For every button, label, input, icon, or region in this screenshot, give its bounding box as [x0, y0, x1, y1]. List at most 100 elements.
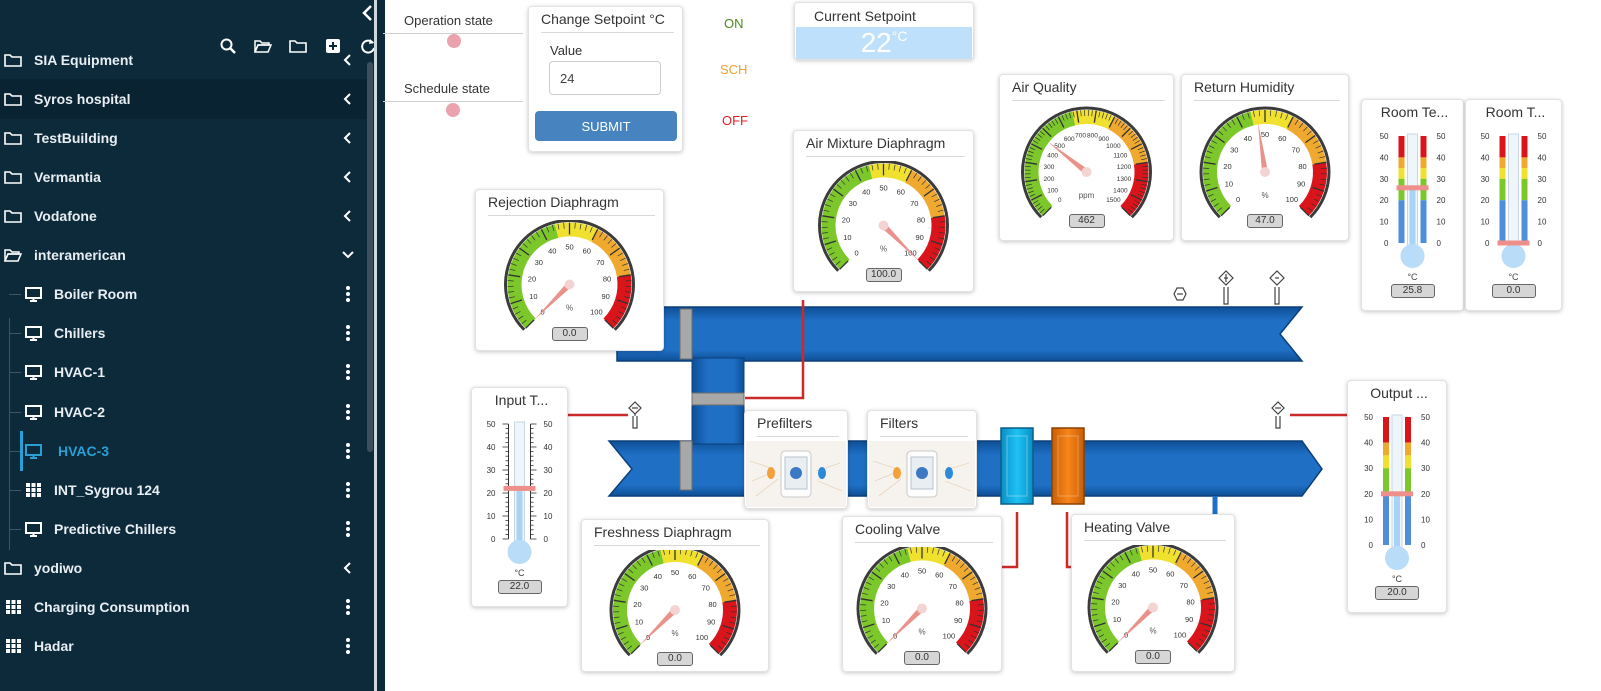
thermo-marker — [1497, 240, 1530, 246]
monitor-icon — [24, 325, 42, 341]
sidebar-item-vermantia[interactable]: Vermantia — [0, 157, 370, 197]
gauge-value: 0.0 — [657, 652, 693, 666]
thermo-tick-label: 10 — [1364, 515, 1373, 524]
thermo-tick-label: 20 — [544, 489, 553, 498]
thermo-tick-label: 0 — [1485, 239, 1490, 248]
folder-open-icon — [4, 247, 22, 263]
cooling-valve-title: Cooling Valve — [855, 521, 993, 543]
gauge-tick-label: 50 — [671, 568, 679, 577]
rejection-diaphragm-gauge: Rejection Diaphragm 01020304050607080901… — [475, 189, 664, 351]
gauge-tick-label: 10 — [1225, 180, 1233, 189]
sidebar-item-interamerican[interactable]: interamerican — [0, 235, 370, 275]
kebab-menu-icon[interactable] — [340, 441, 356, 461]
gauge-tick-label: 90 — [954, 616, 962, 625]
gauge-tick-label: 60 — [688, 572, 696, 581]
sidebar-item-chillers[interactable]: Chillers — [0, 313, 370, 353]
sidebar-item-hadar[interactable]: Hadar — [0, 626, 370, 666]
sidebar-item-hvac-1[interactable]: HVAC-1 — [0, 352, 370, 392]
gauge-hub — [1081, 167, 1092, 177]
thermo-tick-label: 10 — [1421, 515, 1430, 524]
chevron-left-icon[interactable] — [340, 89, 356, 109]
sidebar-item-syros-hospital[interactable]: Syros hospital — [0, 79, 370, 119]
gauge-band — [860, 548, 912, 653]
sidebar-item-label: yodiwo — [34, 560, 83, 576]
sidebar-item-label: Vodafone — [34, 208, 97, 224]
folder-icon[interactable] — [280, 36, 315, 56]
tree-connector — [9, 372, 21, 373]
sidebar-item-boiler-room[interactable]: Boiler Room — [0, 274, 370, 314]
sidebar-item-label: Charging Consumption — [34, 599, 190, 615]
thermo-tick-label: 20 — [1437, 196, 1446, 205]
gauge-tick-label: 900 — [1098, 136, 1109, 143]
gauge-band — [1286, 116, 1327, 165]
sidebar-item-testbuilding[interactable]: TestBuilding — [0, 118, 370, 158]
gauge-tick-label: 80 — [1298, 162, 1306, 171]
gauge-tick-label: 90 — [1185, 615, 1193, 624]
state-on-label: ON — [724, 16, 744, 31]
gauge-tick-label: 300 — [1044, 164, 1055, 171]
thermo-marker — [1381, 491, 1413, 497]
kebab-menu-icon[interactable] — [340, 284, 356, 304]
submit-button[interactable]: SUBMIT — [535, 111, 677, 141]
sidebar-item-sia-equipment[interactable]: SIA Equipment — [0, 40, 370, 80]
current-setpoint-display: 22°C — [796, 27, 972, 59]
chevron-down-icon[interactable] — [340, 245, 356, 265]
output-temp-title: Output ... — [1370, 385, 1428, 401]
thermo-unit: °C — [1508, 272, 1519, 282]
gauge-tick-label: 200 — [1044, 176, 1055, 183]
gauge-band — [869, 163, 912, 183]
add-icon[interactable] — [315, 36, 350, 56]
gauge-tick-label: 70 — [1180, 581, 1188, 590]
gauge-tick-label: 30 — [640, 584, 648, 593]
gauge-band — [660, 550, 704, 568]
chevron-left-icon[interactable] — [340, 128, 356, 148]
kebab-menu-icon[interactable] — [340, 480, 356, 500]
thermo-value: 25.8 — [1390, 284, 1435, 298]
chevron-left-icon[interactable] — [340, 50, 356, 70]
setpoint-value-input[interactable] — [549, 61, 661, 95]
gauge-needle — [881, 223, 919, 261]
gauge-tick-label: 20 — [528, 275, 536, 284]
refresh-icon[interactable] — [350, 36, 385, 56]
thermo-tick-label: 40 — [544, 443, 553, 452]
folder-icon — [4, 91, 22, 107]
sidebar-item-yodiwo[interactable]: yodiwo — [0, 548, 370, 588]
gauge-value: 0.0 — [551, 326, 588, 341]
chevron-left-icon[interactable] — [340, 167, 356, 187]
kebab-menu-icon[interactable] — [340, 597, 356, 617]
sidebar-item-predictive-chillers[interactable]: Predictive Chillers — [0, 509, 370, 549]
freshness-damper — [679, 440, 693, 491]
gauge-band — [821, 165, 873, 270]
gauge-tick-label: 100 — [1174, 630, 1187, 639]
sidebar-item-int-sygrou-124[interactable]: INT_Sygrou 124 — [0, 470, 370, 510]
sidebar-item-hvac-2[interactable]: HVAC-2 — [0, 392, 370, 432]
sidebar-item-label: Chillers — [54, 325, 106, 341]
search-icon[interactable] — [210, 36, 245, 56]
chevron-left-icon[interactable] — [340, 206, 356, 226]
thermo-tick-label: 40 — [487, 443, 496, 452]
schedule-state-divider — [383, 101, 523, 102]
sidebar-scrollbar[interactable] — [367, 62, 373, 691]
chevron-left-icon[interactable] — [340, 558, 356, 578]
sidebar-item-charging-consumption[interactable]: Charging Consumption — [0, 587, 370, 627]
folder-open-icon[interactable] — [245, 36, 280, 56]
kebab-menu-icon[interactable] — [340, 323, 356, 343]
sidebar-item-hvac-3[interactable]: HVAC-3 — [0, 431, 370, 471]
gauge-band — [1072, 110, 1115, 130]
kebab-menu-icon[interactable] — [340, 519, 356, 539]
kebab-menu-icon[interactable] — [340, 362, 356, 382]
gauge-tick-label: 50 — [918, 567, 926, 576]
collapse-sidebar-icon[interactable] — [358, 2, 378, 24]
kebab-menu-icon[interactable] — [340, 402, 356, 422]
kebab-menu-icon[interactable] — [340, 636, 356, 656]
gauge-tick-label: 30 — [887, 582, 895, 591]
gauge-band — [696, 554, 737, 603]
sidebar-item-vodafone[interactable]: Vodafone — [0, 196, 370, 236]
thermo-tick-label: 20 — [1364, 490, 1373, 499]
scrollbar-thumb[interactable] — [367, 62, 373, 452]
thermo-tick-label: 20 — [1481, 196, 1490, 205]
sidebar: SIA Equipment Syros hospital TestBuilding V… — [0, 0, 385, 691]
thermo-tick-label: 30 — [487, 466, 496, 475]
